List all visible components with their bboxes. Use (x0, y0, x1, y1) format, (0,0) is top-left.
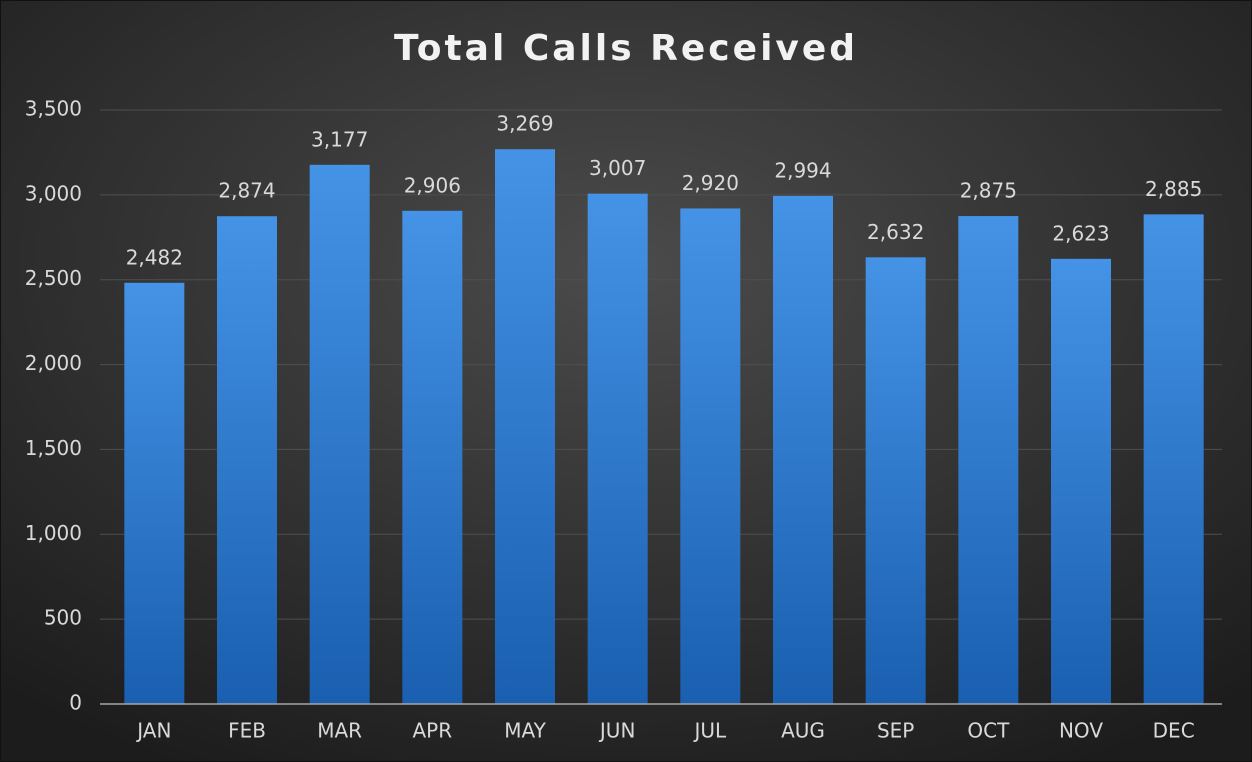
bar (865, 257, 926, 704)
y-tick-label: 3,500 (25, 97, 82, 121)
bar (680, 208, 741, 705)
bar (773, 195, 833, 704)
data-label: 2,994 (774, 158, 831, 182)
y-tick-label: 2,000 (25, 351, 82, 375)
bar (402, 210, 463, 704)
chart-title: Total Calls Received (394, 28, 858, 69)
bar (958, 216, 1019, 705)
data-label: 2,874 (218, 179, 275, 203)
x-tick-label: AUG (781, 719, 825, 743)
data-label: 3,007 (589, 156, 646, 180)
x-tick-label: MAY (504, 719, 546, 743)
x-tick-label: JAN (135, 719, 171, 743)
data-label: 2,482 (126, 245, 183, 269)
data-label: 3,269 (496, 112, 553, 136)
bar (124, 282, 185, 704)
data-label: 2,885 (1145, 177, 1202, 201)
y-tick-label: 0 (69, 691, 82, 715)
data-label: 2,920 (682, 171, 739, 195)
data-label: 3,177 (311, 127, 368, 151)
y-tick-label: 500 (44, 606, 82, 630)
data-label: 2,875 (960, 179, 1017, 203)
x-tick-label: JUL (692, 719, 727, 743)
x-tick-label: DEC (1153, 719, 1195, 743)
data-label: 2,623 (1052, 221, 1109, 245)
x-tick-label: APR (413, 719, 453, 743)
y-tick-label: 2,500 (25, 266, 82, 290)
y-tick-label: 1,500 (25, 436, 82, 460)
y-tick-label: 3,000 (25, 181, 82, 205)
bar (309, 164, 370, 704)
data-label: 2,632 (867, 220, 924, 244)
x-tick-label: MAR (317, 719, 362, 743)
bar (1051, 258, 1111, 704)
x-tick-label: FEB (228, 719, 266, 743)
y-tick-label: 1,000 (25, 521, 82, 545)
bar (1143, 214, 1204, 705)
x-tick-label: OCT (967, 719, 1010, 743)
bar (217, 216, 277, 704)
bar (495, 149, 555, 705)
x-tick-label: JUN (598, 719, 636, 743)
data-label: 2,906 (404, 173, 461, 197)
bar (587, 193, 648, 705)
x-tick-label: SEP (877, 719, 914, 743)
x-tick-label: NOV (1059, 719, 1103, 743)
